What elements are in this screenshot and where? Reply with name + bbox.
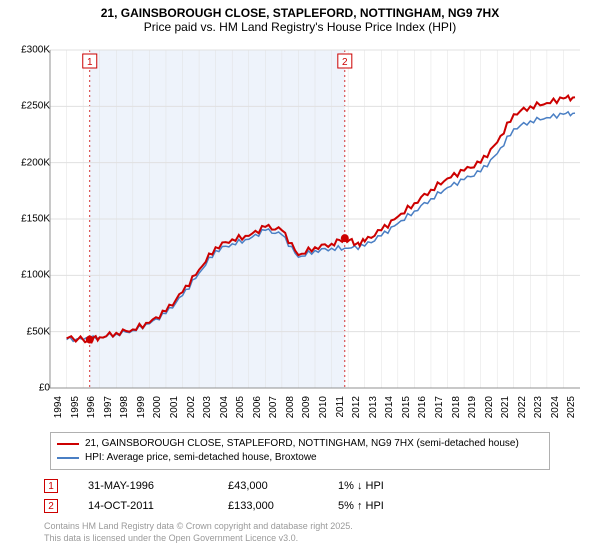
x-tick-label: 1997 bbox=[103, 396, 114, 426]
y-tick-label: £150K bbox=[10, 214, 54, 225]
transaction-date: 31-MAY-1996 bbox=[88, 480, 228, 492]
svg-text:2: 2 bbox=[342, 57, 348, 68]
x-tick-label: 2011 bbox=[335, 396, 346, 426]
x-tick-label: 2012 bbox=[351, 396, 362, 426]
transaction-price: £43,000 bbox=[228, 480, 338, 492]
transaction-delta: 5% ↑ HPI bbox=[338, 500, 468, 512]
x-tick-label: 2006 bbox=[252, 396, 263, 426]
x-tick-label: 2019 bbox=[467, 396, 478, 426]
y-tick-label: £250K bbox=[10, 101, 54, 112]
x-tick-label: 2010 bbox=[318, 396, 329, 426]
footer-line2: This data is licensed under the Open Gov… bbox=[44, 532, 564, 544]
legend-label: 21, GAINSBOROUGH CLOSE, STAPLEFORD, NOTT… bbox=[85, 437, 519, 451]
x-tick-label: 2007 bbox=[268, 396, 279, 426]
x-tick-label: 2003 bbox=[202, 396, 213, 426]
legend-swatch bbox=[57, 443, 79, 445]
y-tick-label: £0 bbox=[10, 383, 54, 394]
x-tick-label: 2009 bbox=[301, 396, 312, 426]
title-subtitle: Price paid vs. HM Land Registry's House … bbox=[10, 20, 590, 34]
x-tick-label: 2025 bbox=[566, 396, 577, 426]
y-tick-label: £100K bbox=[10, 270, 54, 281]
x-tick-label: 2024 bbox=[550, 396, 561, 426]
y-tick-label: £50K bbox=[10, 326, 54, 337]
title-address: 21, GAINSBOROUGH CLOSE, STAPLEFORD, NOTT… bbox=[10, 6, 590, 20]
x-tick-label: 2002 bbox=[186, 396, 197, 426]
legend-item: 21, GAINSBOROUGH CLOSE, STAPLEFORD, NOTT… bbox=[57, 437, 543, 451]
svg-text:1: 1 bbox=[87, 57, 93, 68]
x-tick-label: 1994 bbox=[53, 396, 64, 426]
x-tick-label: 1995 bbox=[70, 396, 81, 426]
x-tick-label: 1998 bbox=[119, 396, 130, 426]
x-tick-label: 2021 bbox=[500, 396, 511, 426]
x-tick-label: 2000 bbox=[152, 396, 163, 426]
x-tick-label: 2018 bbox=[451, 396, 462, 426]
x-tick-label: 2017 bbox=[434, 396, 445, 426]
y-tick-label: £300K bbox=[10, 45, 54, 56]
x-tick-label: 2013 bbox=[368, 396, 379, 426]
x-tick-label: 2008 bbox=[285, 396, 296, 426]
transaction-table: 1 31-MAY-1996£43,0001% ↓ HPI 2 14-OCT-2011£… bbox=[44, 476, 564, 516]
x-tick-label: 1999 bbox=[136, 396, 147, 426]
x-tick-label: 2005 bbox=[235, 396, 246, 426]
x-tick-label: 2023 bbox=[533, 396, 544, 426]
x-tick-label: 1996 bbox=[86, 396, 97, 426]
x-tick-label: 2015 bbox=[401, 396, 412, 426]
title-block: 21, GAINSBOROUGH CLOSE, STAPLEFORD, NOTT… bbox=[0, 0, 600, 36]
transaction-marker: 1 bbox=[44, 479, 58, 493]
footer-attribution: Contains HM Land Registry data © Crown c… bbox=[44, 520, 564, 544]
x-tick-label: 2016 bbox=[417, 396, 428, 426]
y-tick-label: £200K bbox=[10, 157, 54, 168]
x-tick-label: 2022 bbox=[517, 396, 528, 426]
transaction-price: £133,000 bbox=[228, 500, 338, 512]
x-tick-label: 2020 bbox=[484, 396, 495, 426]
footer-line1: Contains HM Land Registry data © Crown c… bbox=[44, 520, 564, 532]
x-tick-label: 2004 bbox=[219, 396, 230, 426]
legend-label: HPI: Average price, semi-detached house,… bbox=[85, 451, 317, 465]
transaction-row: 1 31-MAY-1996£43,0001% ↓ HPI bbox=[44, 476, 564, 496]
line-chart: 12 bbox=[44, 44, 584, 394]
legend-item: HPI: Average price, semi-detached house,… bbox=[57, 451, 543, 465]
transaction-row: 2 14-OCT-2011£133,0005% ↑ HPI bbox=[44, 496, 564, 516]
legend: 21, GAINSBOROUGH CLOSE, STAPLEFORD, NOTT… bbox=[50, 432, 550, 470]
x-tick-label: 2001 bbox=[169, 396, 180, 426]
x-tick-label: 2014 bbox=[384, 396, 395, 426]
legend-swatch bbox=[57, 457, 79, 459]
transaction-marker: 2 bbox=[44, 499, 58, 513]
transaction-delta: 1% ↓ HPI bbox=[338, 480, 468, 492]
transaction-date: 14-OCT-2011 bbox=[88, 500, 228, 512]
chart-container: 21, GAINSBOROUGH CLOSE, STAPLEFORD, NOTT… bbox=[0, 0, 600, 560]
